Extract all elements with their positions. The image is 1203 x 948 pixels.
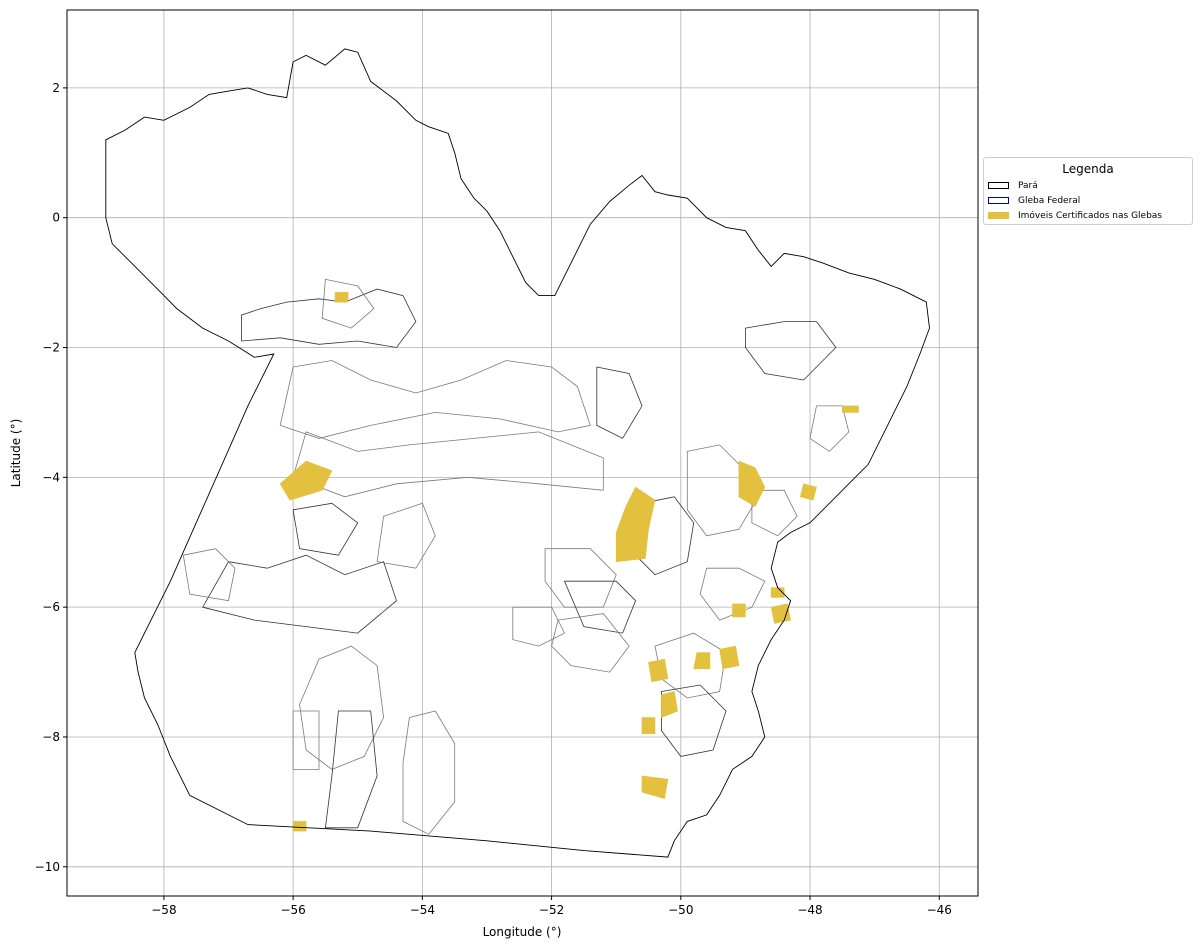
legend-swatch-para: [988, 182, 1009, 189]
gleba-federal-polygon: [279, 360, 591, 439]
certified-property-polygon: [732, 603, 746, 618]
certified-property-polygon: [648, 658, 669, 683]
x-axis-label: Longitude (°): [483, 925, 562, 939]
gleba-federal-polygon: [324, 710, 378, 829]
certified-property-polygon: [770, 603, 791, 624]
certified-property-polygon: [292, 821, 307, 832]
certified-property-polygon: [841, 405, 859, 413]
gleba-federal-polygon: [686, 444, 759, 537]
x-tick-label: −58: [151, 903, 176, 917]
legend-title: Legenda: [1062, 162, 1114, 176]
legend-swatch-imoveis: [988, 212, 1009, 219]
y-tick-label: −6: [42, 600, 60, 614]
certified-property-polygon: [770, 587, 785, 598]
certified-property-polygon: [334, 292, 349, 303]
legend-item-imoveis: Imóveis Certificados nas Glebas: [988, 208, 1192, 223]
y-tick-label: −8: [42, 730, 60, 744]
x-tick-label: −46: [927, 903, 952, 917]
gleba-federal-polygon: [299, 645, 385, 770]
certified-property-polygon: [641, 717, 656, 735]
gleba-federal-polygon: [596, 366, 643, 439]
gleba-federal-polygon: [563, 580, 637, 634]
gleba-federal-polygon: [512, 606, 566, 647]
certified-property-polygon: [615, 486, 656, 563]
y-axis-ticks: 2 0 −2 −4 −6 −8 −10: [35, 81, 67, 874]
y-tick-label: −2: [42, 341, 60, 355]
legend-swatch-gleba-federal: [988, 197, 1009, 204]
plot-frame: [66, 9, 979, 897]
gleba-federal-polygon: [402, 710, 456, 835]
gleba-federal-layer: [182, 278, 850, 835]
gleba-federal-polygon: [182, 548, 236, 602]
certified-property-polygon: [799, 483, 817, 501]
x-tick-label: −50: [668, 903, 693, 917]
legend-label-gleba-federal: Gleba Federal: [1018, 195, 1081, 206]
gleba-federal-polygon: [551, 613, 630, 673]
legend-label-para: Pará: [1018, 180, 1038, 191]
y-axis-label: Latitude (°): [9, 419, 23, 488]
y-tick-label: 0: [52, 211, 60, 225]
x-tick-label: −54: [410, 903, 435, 917]
certified-property-polygon: [641, 775, 669, 799]
gleba-federal-polygon: [544, 548, 617, 608]
gleba-federal-polygon: [699, 567, 766, 621]
gleba-federal-polygon: [751, 489, 798, 537]
y-tick-label: −4: [42, 470, 60, 484]
gleba-federal-polygon: [745, 321, 837, 381]
x-axis-ticks: −58 −56 −54 −52 −50 −48 −46: [151, 896, 952, 917]
gleba-federal-polygon: [661, 684, 727, 757]
certified-property-polygon: [719, 645, 740, 670]
legend: Legenda Pará Gleba Federal Imóveis Certi…: [983, 157, 1193, 225]
certified-property-polygon: [279, 460, 333, 501]
certified-property-polygon: [738, 460, 766, 507]
gleba-federal-polygon: [321, 278, 375, 329]
gleba-federal-polygon: [240, 288, 417, 348]
legend-item-gleba-federal: Gleba Federal: [988, 193, 1192, 208]
x-tick-label: −56: [280, 903, 305, 917]
certified-property-polygon: [693, 652, 711, 670]
x-tick-label: −48: [797, 903, 822, 917]
gleba-federal-polygon: [292, 431, 604, 498]
legend-label-imoveis: Imóveis Certificados nas Glebas: [1018, 210, 1162, 221]
certified-property-polygon: [661, 691, 678, 718]
gleba-federal-polygon: [376, 502, 436, 569]
gleba-federal-polygon: [202, 554, 397, 634]
grid-lines: [67, 10, 978, 896]
gleba-federal-polygon: [292, 502, 359, 556]
legend-item-para: Pará: [988, 178, 1192, 193]
para-state-outline: [105, 48, 930, 858]
para-state-layer: [105, 48, 930, 858]
x-tick-label: −52: [539, 903, 564, 917]
gleba-federal-polygon: [292, 710, 320, 770]
y-tick-label: 2: [52, 81, 60, 95]
certified-properties-layer: [279, 292, 859, 832]
gleba-federal-polygon: [809, 405, 850, 452]
y-tick-label: −10: [35, 860, 60, 874]
